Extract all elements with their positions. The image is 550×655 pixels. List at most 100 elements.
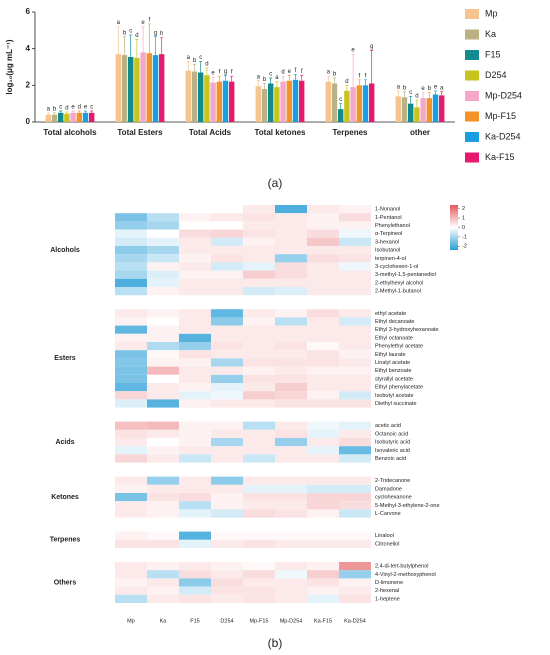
heat-cell xyxy=(115,383,147,392)
heat-cell xyxy=(179,586,211,595)
bar xyxy=(82,112,89,122)
significance-letter: d xyxy=(78,105,81,111)
heat-cell xyxy=(243,594,275,603)
heat-cell xyxy=(339,501,371,510)
heat-cell xyxy=(179,476,211,485)
legend-swatch xyxy=(465,70,479,81)
heat-cell xyxy=(179,501,211,510)
heat-cell xyxy=(243,484,275,493)
heat-cell xyxy=(147,287,179,296)
significance-letter: a xyxy=(397,84,401,90)
significance-letter: c xyxy=(59,105,62,111)
heat-cell xyxy=(339,237,371,246)
heat-cell xyxy=(243,374,275,383)
error-bar xyxy=(263,83,266,89)
heat-cell xyxy=(115,570,147,579)
heat-cell xyxy=(339,221,371,230)
heat-cell xyxy=(275,531,307,540)
colorbar-tick-label: -2 xyxy=(462,244,467,250)
row-label: Ethyl laurate xyxy=(375,352,406,358)
row-label: Phenylethyl acetate xyxy=(375,344,423,350)
heat-cell xyxy=(307,317,339,326)
heat-cell xyxy=(211,358,243,367)
row-label: Linalyl acetate xyxy=(375,360,410,366)
heat-cell xyxy=(307,358,339,367)
heat-cell xyxy=(115,374,147,383)
significance-letter: b xyxy=(403,85,407,91)
error-bar xyxy=(224,74,227,81)
error-bar xyxy=(217,75,221,82)
heat-cell xyxy=(275,421,307,430)
heat-cell xyxy=(275,254,307,263)
heat-cell xyxy=(147,399,179,408)
heat-cell xyxy=(211,484,243,493)
significance-letter: b xyxy=(428,86,432,92)
row-label: 1-heptene xyxy=(375,596,400,602)
error-bar xyxy=(300,74,304,81)
heat-cell xyxy=(211,539,243,548)
significance-letter: d xyxy=(65,105,68,111)
heat-cell xyxy=(147,484,179,493)
bar xyxy=(426,98,432,122)
bar xyxy=(76,112,82,122)
bar xyxy=(420,98,426,122)
y-tick-label: 2 xyxy=(26,80,31,89)
significance-letter: e xyxy=(351,48,355,54)
row-label: Citronellol xyxy=(375,541,399,547)
heat-cell xyxy=(307,438,339,447)
heat-cell xyxy=(243,309,275,318)
heat-cell xyxy=(339,586,371,595)
heat-cell xyxy=(147,429,179,438)
heat-cell xyxy=(243,383,275,392)
heat-cell xyxy=(339,476,371,485)
heat-cell xyxy=(115,539,147,548)
heat-cell xyxy=(115,454,147,463)
heat-cell xyxy=(179,391,211,400)
significance-letter: f xyxy=(231,70,233,76)
bar xyxy=(395,96,401,122)
heat-cell xyxy=(339,366,371,375)
row-label: 1-Pentanol xyxy=(375,215,402,221)
significance-letter: a xyxy=(275,75,279,81)
heat-cell xyxy=(275,246,307,255)
row-label: Octanoic acid xyxy=(375,431,408,437)
heat-cell xyxy=(147,391,179,400)
heat-cell xyxy=(179,246,211,255)
heat-cell xyxy=(339,454,371,463)
legend-label: Ka-D254 xyxy=(485,131,521,141)
heat-cell xyxy=(275,570,307,579)
x-tick-label: Total Acids xyxy=(189,128,232,137)
colorbar-tick-label: 2 xyxy=(462,206,465,212)
heat-cell xyxy=(275,391,307,400)
heat-cell xyxy=(339,531,371,540)
heat-cell xyxy=(211,531,243,540)
heat-cell xyxy=(307,493,339,502)
heat-cell xyxy=(243,476,275,485)
bar xyxy=(115,54,121,122)
heat-cell xyxy=(307,333,339,342)
heat-cell xyxy=(179,578,211,587)
heat-cell xyxy=(339,325,371,334)
heat-cell xyxy=(275,333,307,342)
row-label: Isobutyl acetate xyxy=(375,393,414,399)
column-label: Ka xyxy=(160,618,168,624)
heat-cell xyxy=(307,254,339,263)
heat-cell xyxy=(211,578,243,587)
heat-cell xyxy=(243,509,275,518)
error-bar xyxy=(154,36,157,56)
bar xyxy=(134,57,140,123)
heat-cell xyxy=(339,278,371,287)
heat-cell xyxy=(275,350,307,359)
error-bar xyxy=(409,95,413,104)
legend-label: Mp-D254 xyxy=(485,90,522,100)
significance-letter: b xyxy=(53,106,57,112)
heat-cell xyxy=(243,562,275,571)
bar xyxy=(45,114,51,122)
heat-cell xyxy=(275,205,307,214)
bar xyxy=(261,89,268,122)
group-label: Esters xyxy=(54,355,76,362)
error-bar xyxy=(351,53,355,88)
heat-cell xyxy=(115,484,147,493)
significance-letter: e xyxy=(211,71,215,77)
heat-cell xyxy=(211,570,243,579)
